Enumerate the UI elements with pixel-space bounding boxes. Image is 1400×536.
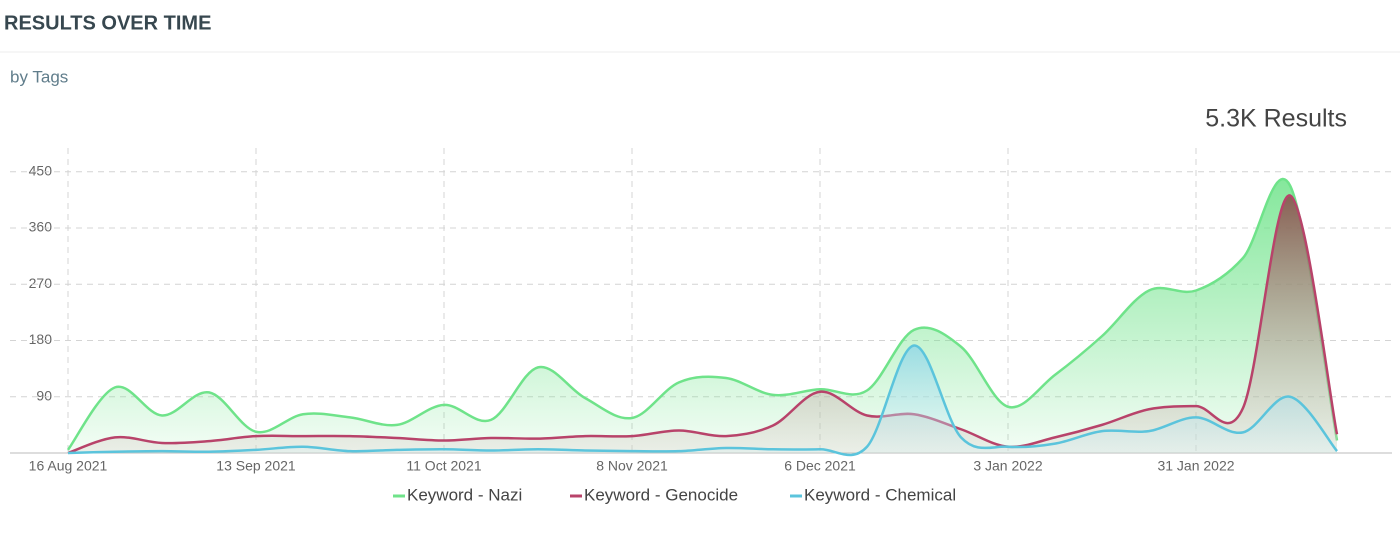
legend-label: Keyword - Chemical: [804, 485, 956, 504]
series-line: [66, 177, 1339, 451]
y-tick-label: 90: [36, 387, 52, 403]
x-tick-label: 16 Aug 2021: [29, 458, 108, 474]
series-line: [67, 344, 1338, 457]
subtitle: by Tags: [10, 67, 68, 86]
series-line: [67, 194, 1339, 455]
plot-area: 90 180 270 360 450 16 Aug 2021 13 Sep 2021 11 O…: [10, 148, 1392, 474]
chart-title: RESULTS OVER TIME: [4, 12, 211, 34]
x-tick-label: 6 Dec 2021: [784, 458, 856, 474]
y-tick-label: 180: [29, 331, 53, 347]
legend-label: Keyword - Nazi: [407, 485, 522, 504]
x-tick-label: 11 Oct 2021: [406, 458, 481, 474]
legend-item: Keyword - Genocide: [570, 485, 738, 504]
series-area: [68, 345, 1337, 456]
y-tick-label: 450: [29, 162, 53, 178]
y-tick-label: 270: [29, 275, 53, 291]
total-annotation: 5.3K Results: [1205, 105, 1347, 133]
legend-item: Keyword - Nazi: [393, 485, 522, 504]
y-tick-label: 360: [29, 219, 53, 235]
x-tick-label: 31 Jan 2022: [1157, 458, 1234, 474]
legend-label: Keyword - Genocide: [584, 485, 738, 504]
x-tick-label: 13 Sep 2021: [216, 458, 296, 474]
x-tick-label: 3 Jan 2022: [973, 458, 1042, 474]
x-tick-label: 8 Nov 2021: [596, 458, 668, 474]
legend-item: Keyword - Chemical: [790, 485, 956, 504]
